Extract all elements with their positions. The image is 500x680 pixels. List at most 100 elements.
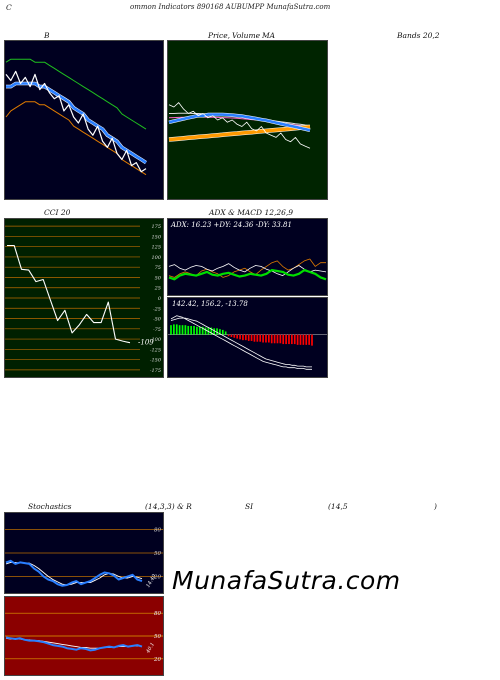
- macd-histogram-bar: [193, 325, 195, 335]
- cci-tick-label: 100: [151, 255, 161, 261]
- stoch-title: Stochastics: [28, 502, 72, 511]
- macd-histogram-bar: [201, 326, 204, 335]
- stoch-params: (14,3,3) & R: [145, 502, 192, 511]
- macd-histogram-bar: [178, 325, 181, 335]
- cci-tick-label: 175: [151, 224, 161, 230]
- header-title: ommon Indicators 890168 AUBUMPP MunafaSu…: [130, 3, 331, 11]
- cci-tick-label: -75: [153, 327, 161, 333]
- macd-histogram-bar: [265, 334, 267, 343]
- macd-histogram-bar: [219, 329, 221, 335]
- macd-histogram-bar: [190, 325, 192, 335]
- cci-last-value: -109: [138, 339, 154, 347]
- macd-histogram-bar: [175, 324, 178, 335]
- stoch-tick-label: 80: [154, 528, 161, 534]
- rsi-tick-label: 80: [154, 611, 161, 617]
- bollinger-title: B: [44, 31, 50, 40]
- macd-histogram-bar: [299, 334, 302, 345]
- macd-histogram-bar: [236, 334, 239, 339]
- stoch-k-line: [5, 559, 143, 587]
- cci-tick-label: 50: [155, 275, 162, 281]
- watermark-text: MunafaSutra.com: [172, 566, 401, 595]
- price-volume-background: [167, 40, 328, 200]
- rsi-line: [5, 636, 143, 652]
- macd-histogram-bar: [250, 334, 253, 341]
- macd-histogram-bar: [293, 334, 296, 345]
- cci-tick-label: 150: [151, 234, 161, 240]
- macd-histogram-bar: [224, 331, 227, 335]
- macd-histogram-bar: [308, 334, 310, 345]
- macd-histogram-bar: [239, 334, 241, 340]
- macd-histogram-bar: [204, 327, 207, 335]
- macd-histogram-bar: [213, 328, 216, 335]
- cci-tick-label: -150: [150, 358, 162, 364]
- macd-line: [170, 315, 312, 370]
- stoch-tick-label: 50: [154, 551, 161, 557]
- macd-chart: 142.42, 156.2, -13.78: [167, 297, 328, 378]
- macd-histogram-bar: [305, 334, 308, 345]
- macd-histogram-bar: [291, 334, 293, 345]
- macd-histogram-bar: [230, 334, 233, 337]
- macd-histogram-bar: [210, 327, 213, 335]
- price-line: [168, 102, 311, 149]
- cci-tick-label: 0: [158, 296, 162, 302]
- bollinger-middle-line: [6, 82, 147, 164]
- cci-tick-label: 125: [151, 245, 161, 251]
- macd-histogram-bar: [279, 334, 282, 344]
- macd-histogram-bar: [296, 334, 299, 345]
- rsi-params: (14,5: [328, 502, 348, 511]
- bollinger-background: [4, 40, 164, 200]
- macd-histogram-bar: [227, 334, 230, 337]
- macd-label: 142.42, 156.2, -13.78: [172, 300, 248, 308]
- macd-signal-line: [170, 317, 312, 368]
- rsi-tick-label: 20: [153, 657, 161, 663]
- cci-tick-label: 75: [155, 265, 161, 271]
- macd-histogram-bar: [247, 334, 250, 341]
- price-title: Price,: [208, 31, 231, 40]
- adx-label: ADX: 16.23 +DY: 24.36 -DY: 33.81: [170, 221, 292, 229]
- macd-histogram-bar: [288, 334, 290, 345]
- price-volume-chart: [167, 40, 328, 200]
- macd-histogram-bar: [173, 324, 175, 335]
- bollinger-lower-line: [5, 101, 147, 176]
- ma-title: MA: [262, 31, 276, 40]
- macd-histogram-bar: [253, 334, 256, 342]
- bollinger-chart: [4, 40, 164, 200]
- cci-tick-label: -100: [150, 337, 162, 343]
- macd-histogram-bar: [216, 328, 218, 335]
- cci-line: [7, 244, 131, 344]
- cci-chart: 175 150 125 100 75 50 25 0 -25 -50 -75 -100 -125 -150…: [4, 218, 164, 378]
- macd-histogram-bar: [273, 334, 276, 344]
- rsi-tick-label: 50: [154, 634, 161, 640]
- adx-line: [168, 268, 327, 281]
- macd-histogram-bar: [285, 334, 287, 345]
- rsi-last-value: 40.1: [145, 642, 156, 656]
- macd-histogram-bar: [276, 334, 279, 344]
- bollinger-upper-line: [5, 58, 147, 130]
- macd-histogram-bar: [270, 334, 273, 344]
- cci-tick-label: -175: [150, 368, 161, 374]
- ma-orange-line: [168, 125, 311, 142]
- rsi-close: ): [434, 502, 437, 511]
- macd-histogram-bar: [267, 334, 270, 343]
- bollinger-price-line: [5, 70, 147, 173]
- macd-histogram-bar: [244, 334, 247, 341]
- macd-histogram-bar: [282, 334, 285, 345]
- header-prefix: C: [6, 3, 12, 12]
- macd-histogram-bar: [196, 326, 198, 335]
- cci-tick-label: -125: [150, 347, 161, 353]
- cci-tick-label: -25: [153, 306, 161, 312]
- ma-blue-line: [168, 113, 311, 132]
- adx-background: [167, 218, 328, 296]
- macd-histogram-bar: [221, 329, 224, 335]
- macd-histogram-bar: [184, 325, 187, 335]
- cci-tick-label: 25: [154, 286, 161, 292]
- macd-histogram-bar: [187, 325, 190, 335]
- macd-histogram-bar: [170, 325, 172, 335]
- macd-histogram-bar: [198, 326, 201, 335]
- macd-histogram-bar: [302, 334, 305, 345]
- macd-histogram-bar: [181, 325, 184, 335]
- cci-tick-label: -50: [153, 317, 162, 323]
- volume-title: Volume: [232, 31, 261, 40]
